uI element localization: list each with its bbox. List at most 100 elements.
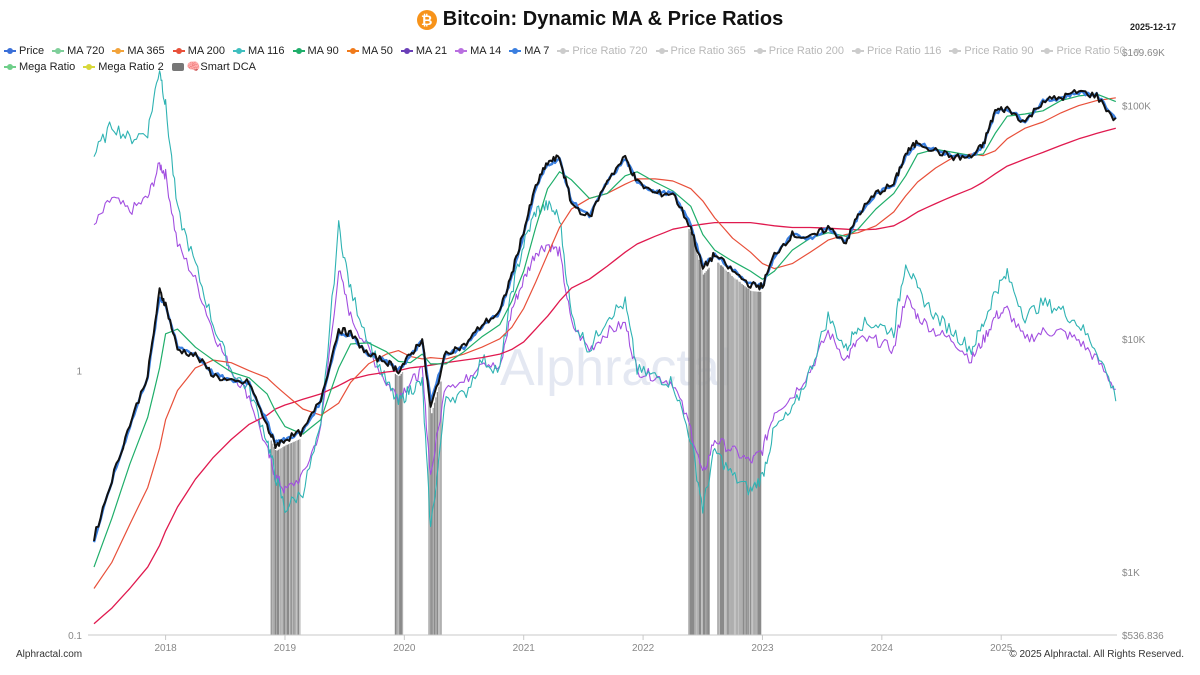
series-line-price-ratio-teal — [93, 70, 1117, 527]
smart-dca-bar — [750, 290, 752, 635]
legend-item-price-ratio-200[interactable]: Price Ratio 200 — [753, 45, 844, 57]
smart-dca-bar — [293, 441, 295, 635]
title-text: Bitcoin: Dynamic MA & Price Ratios — [442, 8, 784, 30]
legend-item-price-ratio-720[interactable]: Price Ratio 720 — [557, 45, 648, 57]
left-axis-label: 1 — [76, 366, 82, 377]
legend-label: MA 21 — [415, 45, 448, 57]
smart-dca-bar — [728, 273, 731, 635]
smart-dca-bar — [276, 450, 279, 635]
legend-label: MA 365 — [127, 45, 165, 57]
legend-item-ma-116[interactable]: MA 116 — [233, 45, 285, 57]
smart-dca-bar — [270, 440, 272, 635]
smart-dca-bar — [745, 287, 747, 635]
smart-dca-bar — [729, 274, 732, 635]
smart-dca-bar — [735, 279, 738, 635]
legend-item-ma-200[interactable]: MA 200 — [172, 45, 225, 57]
smart-dca-bar — [722, 267, 725, 635]
legend-item-mega-ratio-2[interactable]: Mega Ratio 2 — [83, 61, 164, 73]
series-line-price — [93, 89, 1117, 542]
legend-item-price-ratio-116[interactable]: Price Ratio 116 — [851, 45, 941, 57]
legend-swatch-icon — [292, 48, 305, 55]
legend-swatch-icon — [4, 64, 16, 71]
smart-dca-bar — [399, 375, 402, 635]
smart-dca-bar — [717, 262, 720, 635]
smart-dca-bar — [731, 276, 733, 635]
smart-dca-bar — [748, 289, 750, 635]
legend-swatch-icon — [4, 48, 16, 55]
x-tick-label: 2020 — [393, 643, 416, 654]
legend-item-price-ratio-21[interactable]: Price Ratio 21 — [1133, 45, 1139, 57]
smart-dca-bar — [705, 271, 707, 635]
legend-item-ma-14[interactable]: MA 14 — [455, 45, 501, 57]
legend-item-ma-720[interactable]: MA 720 — [52, 45, 104, 57]
smart-dca-bar — [702, 274, 705, 635]
right-axis-label: $536.836 — [1122, 631, 1164, 642]
smart-dca-bar — [284, 445, 287, 635]
smart-dca-bar — [286, 444, 289, 635]
legend-item-ma-90[interactable]: MA 90 — [292, 45, 339, 57]
series-lines — [92, 70, 1117, 625]
legend-item-ma-50[interactable]: MA 50 — [346, 45, 393, 57]
series-line-ma-7 — [92, 89, 1117, 543]
legend-label: MA 90 — [307, 45, 339, 57]
series-line-price-ratio-purple — [93, 162, 1116, 494]
smart-dca-bar — [299, 439, 301, 635]
smart-dca-bar — [721, 266, 724, 635]
smart-dca-bar — [732, 277, 735, 635]
smart-dca-bar — [752, 291, 755, 635]
smart-dca-bar — [757, 291, 760, 635]
smart-dca-bar — [737, 280, 739, 635]
smart-dca-bar — [708, 267, 710, 635]
legend-swatch-icon — [557, 48, 570, 55]
smart-dca-bar — [699, 264, 702, 635]
x-tick-label: 2018 — [154, 643, 177, 654]
legend-swatch-icon — [655, 48, 668, 55]
legend-item-mega-ratio[interactable]: Mega Ratio — [4, 61, 75, 73]
legend-item-ma-7[interactable]: MA 7 — [509, 45, 549, 57]
legend-swatch-icon — [509, 48, 522, 55]
x-tick-label: 2023 — [751, 643, 774, 654]
legend-row-2: Mega Ratio Mega Ratio 2 🧠Smart DCA — [4, 60, 264, 73]
legend-item-price[interactable]: Price — [4, 45, 44, 57]
smart-dca-bar — [294, 441, 297, 635]
legend-label: Price Ratio 720 — [572, 45, 648, 57]
legend-label: Price — [19, 45, 45, 57]
footer-site: Alphractal.com — [16, 649, 83, 660]
smart-dca-bar — [273, 446, 275, 635]
legend-swatch-icon — [1133, 48, 1139, 55]
legend-item-ma-365[interactable]: MA 365 — [112, 45, 165, 57]
legend-item-price-ratio-50[interactable]: Price Ratio 50 — [1041, 45, 1126, 57]
smart-dca-bar — [280, 448, 282, 635]
smart-dca-bar — [435, 397, 437, 635]
smart-dca-bar — [692, 240, 695, 635]
smart-dca-bar — [741, 283, 743, 635]
smart-dca-bar — [287, 444, 290, 635]
smart-dca-bar — [691, 235, 694, 635]
smart-dca-bar — [734, 278, 736, 635]
bitcoin-icon: ₿ — [416, 9, 437, 30]
smart-dca-bar — [433, 402, 436, 635]
smart-dca-bar — [740, 282, 742, 635]
legend-item-price-ratio-365[interactable]: Price Ratio 365 — [655, 45, 746, 57]
smart-dca-bar — [428, 394, 430, 635]
smart-dca-bar — [283, 446, 286, 635]
legend-label: Price Ratio 200 — [768, 45, 844, 57]
smart-dca-bar — [724, 269, 726, 635]
legend-label: 🧠Smart DCA — [186, 61, 257, 73]
footer-copyright: © 2025 Alphractal. All Rights Reserved. — [1009, 649, 1184, 660]
legend-row-1: Price MA 720 MA 365 MA 200 MA 116 MA 90 MA 50 M… — [4, 45, 1139, 57]
smart-dca-bar — [396, 374, 398, 635]
legend-label: MA 720 — [67, 45, 105, 57]
smart-dca-bar — [754, 291, 756, 635]
legend-item-price-ratio-90[interactable]: Price Ratio 90 — [949, 45, 1033, 57]
legend-item-ma-21[interactable]: MA 21 — [400, 45, 448, 57]
chart-date: 2025-12-17 — [1129, 22, 1176, 32]
x-tick-label: 2022 — [632, 643, 655, 654]
x-tick-label: 2021 — [513, 643, 536, 654]
legend-item-smart-dca[interactable]: 🧠Smart DCA — [171, 60, 257, 73]
axes: 2018 2019 2020 2021 2022 2023 2024 2025 $169.69K… — [68, 48, 1165, 654]
legend-swatch-icon — [346, 48, 359, 55]
smart-dca-bar — [727, 272, 730, 635]
smart-dca-bar — [279, 448, 282, 635]
